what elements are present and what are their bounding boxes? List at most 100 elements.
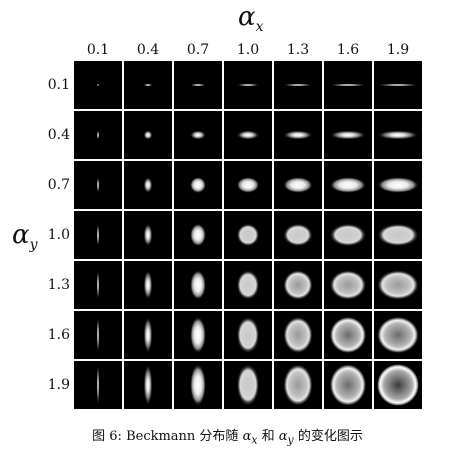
distribution-lobe: [143, 364, 153, 406]
lobe-ellipse: [143, 270, 153, 300]
lobe-ellipse: [189, 83, 207, 87]
caption-and: 和: [261, 429, 275, 444]
distribution-cell: [174, 61, 222, 109]
y-axis-subscript: y: [29, 237, 38, 254]
distribution-lobe: [96, 83, 100, 87]
distribution-lobe: [283, 130, 313, 140]
lobe-ellipse: [329, 223, 367, 247]
distribution-cell: [174, 161, 222, 209]
distribution-cell: [274, 311, 322, 359]
distribution-cell: [224, 61, 272, 109]
distribution-lobe: [189, 270, 207, 300]
distribution-cell: [374, 111, 422, 159]
column-label: 1.3: [286, 42, 310, 58]
lobe-ellipse: [96, 223, 100, 247]
row-label: 1.0: [47, 227, 70, 243]
lobe-ellipse: [143, 316, 153, 354]
distribution-lobe: [283, 316, 313, 354]
distribution-cell: [124, 161, 172, 209]
distribution-cell: [74, 111, 122, 159]
distribution-cell: [224, 361, 272, 409]
lobe-ellipse: [283, 223, 313, 247]
lobe-ellipse: [377, 316, 419, 354]
distribution-lobe: [189, 316, 207, 354]
x-axis-title: αx: [238, 4, 263, 34]
lobe-ellipse: [96, 83, 100, 87]
distribution-lobe: [329, 176, 367, 194]
distribution-cell: [274, 261, 322, 309]
distribution-lobe: [189, 176, 207, 194]
lobe-ellipse: [329, 83, 367, 87]
distribution-cell: [124, 361, 172, 409]
lobe-ellipse: [236, 130, 260, 140]
lobe-ellipse: [143, 364, 153, 406]
distribution-cell: [174, 361, 222, 409]
distribution-cell: [74, 211, 122, 259]
distribution-cell: [374, 211, 422, 259]
lobe-ellipse: [96, 270, 100, 300]
lobe-ellipse: [143, 130, 153, 140]
distribution-lobe: [143, 176, 153, 194]
distribution-lobe: [329, 364, 367, 406]
lobe-ellipse: [377, 223, 419, 247]
lobe-ellipse: [329, 270, 367, 300]
lobe-ellipse: [189, 316, 207, 354]
distribution-lobe: [283, 364, 313, 406]
caption-alpha-x: αx: [242, 429, 258, 447]
distribution-lobe: [236, 176, 260, 194]
distribution-lobe: [329, 83, 367, 87]
lobe-ellipse: [283, 270, 313, 300]
y-axis-symbol: α: [12, 220, 30, 250]
distribution-lobe: [189, 223, 207, 247]
caption-alpha-y: αy: [278, 429, 294, 447]
distribution-cell: [174, 311, 222, 359]
lobe-ellipse: [236, 364, 260, 406]
distribution-cell: [274, 361, 322, 409]
lobe-ellipse: [189, 270, 207, 300]
distribution-lobe: [96, 316, 100, 354]
row-label: 0.4: [47, 127, 70, 143]
lobe-ellipse: [96, 130, 100, 140]
row-label: 1.9: [47, 377, 70, 393]
distribution-lobe: [189, 83, 207, 87]
distribution-cell: [324, 361, 372, 409]
column-label: 1.6: [336, 42, 360, 58]
distribution-lobe: [236, 364, 260, 406]
distribution-cell: [274, 111, 322, 159]
distribution-lobe: [283, 270, 313, 300]
distribution-cell: [224, 211, 272, 259]
y-axis-title: αy: [12, 222, 37, 252]
distribution-cell: [324, 61, 372, 109]
lobe-ellipse: [283, 316, 313, 354]
distribution-cell: [374, 261, 422, 309]
figure-caption: 图 6: Beckmann 分布随 αx 和 αy 的变化图示: [0, 429, 455, 447]
distribution-lobe: [143, 270, 153, 300]
lobe-ellipse: [236, 176, 260, 194]
distribution-lobe: [329, 316, 367, 354]
row-label: 1.3: [47, 277, 70, 293]
distribution-cell: [174, 211, 222, 259]
distribution-cell: [374, 361, 422, 409]
lobe-ellipse: [283, 83, 313, 87]
x-axis-symbol: α: [238, 2, 256, 32]
lobe-ellipse: [377, 364, 419, 406]
distribution-lobe: [329, 130, 367, 140]
lobe-ellipse: [189, 223, 207, 247]
distribution-lobe: [236, 83, 260, 87]
lobe-ellipse: [96, 316, 100, 354]
distribution-lobe: [143, 130, 153, 140]
distribution-cell: [374, 61, 422, 109]
lobe-ellipse: [377, 270, 419, 300]
distribution-cell: [274, 61, 322, 109]
distribution-lobe: [96, 176, 100, 194]
distribution-cell: [124, 111, 172, 159]
distribution-cell: [324, 211, 372, 259]
distribution-lobe: [329, 223, 367, 247]
distribution-lobe: [96, 364, 100, 406]
row-label: 0.1: [47, 77, 70, 93]
column-label: 0.1: [86, 42, 110, 58]
lobe-ellipse: [329, 130, 367, 140]
distribution-lobe: [96, 223, 100, 247]
distribution-lobe: [377, 130, 419, 140]
distribution-lobe: [236, 130, 260, 140]
